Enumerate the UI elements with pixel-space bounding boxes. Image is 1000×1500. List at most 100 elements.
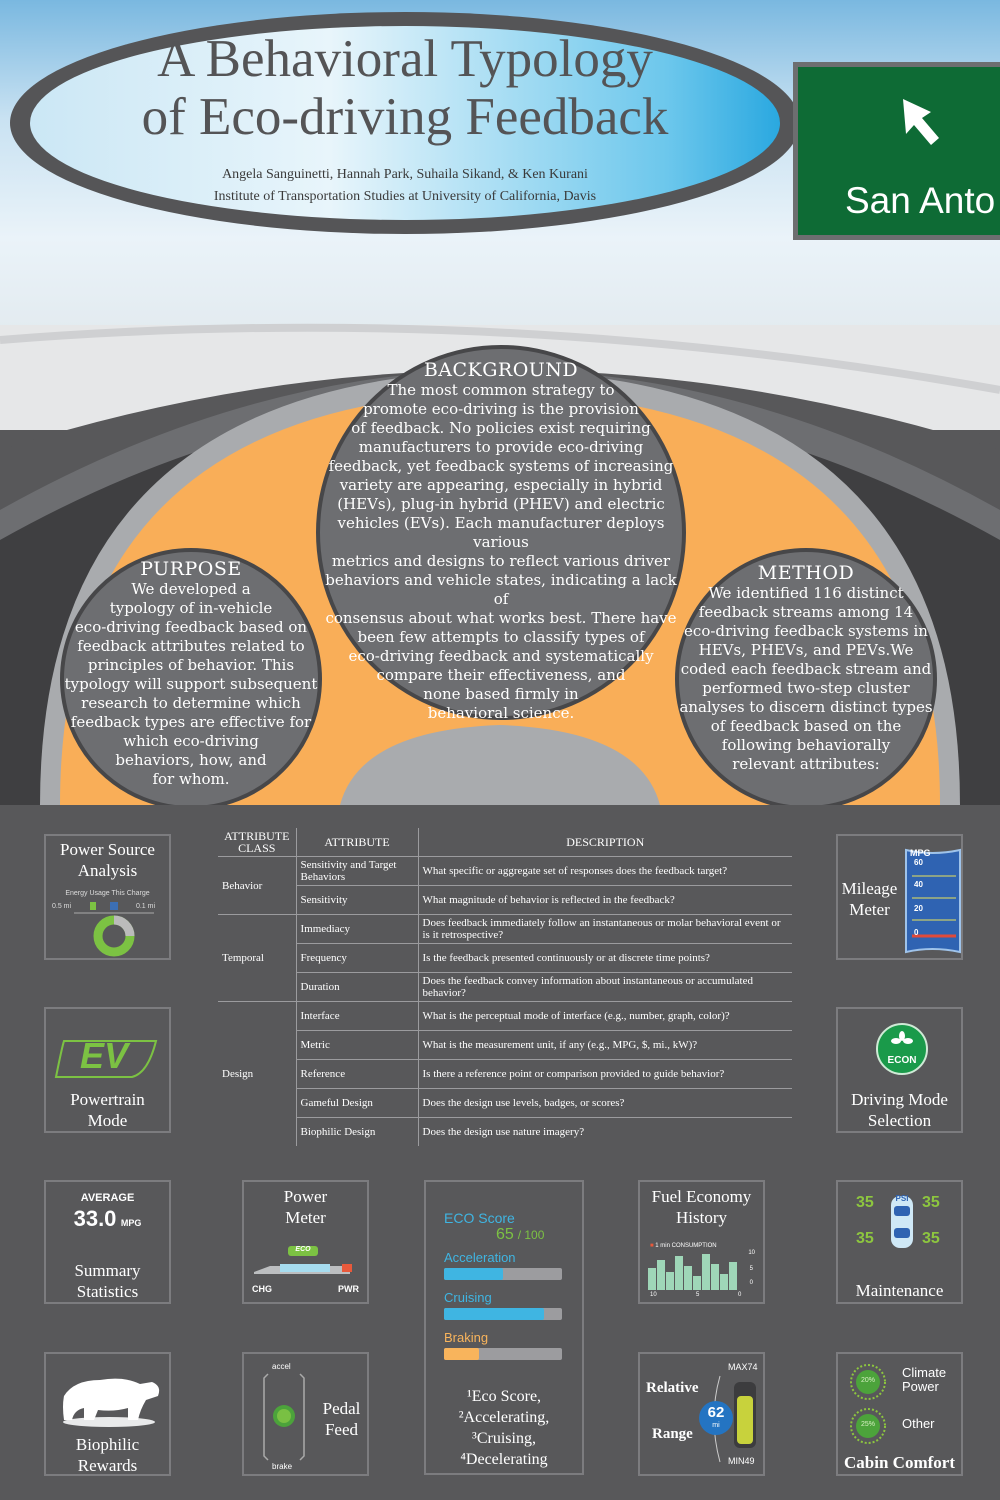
background-title: BACKGROUND bbox=[423, 359, 579, 381]
range-label-1: Relative bbox=[646, 1380, 699, 1396]
table-row: Temporal Immediacy Does feedback immediate… bbox=[218, 914, 792, 1002]
background-line: behavioral science. bbox=[427, 704, 575, 722]
tire-front-right: 35 bbox=[922, 1194, 940, 1211]
pedal-feed-panel: accel brake Pedal Feed bbox=[242, 1352, 369, 1476]
tire-front-left: 35 bbox=[856, 1194, 874, 1211]
highway-sign bbox=[793, 62, 1000, 240]
energy-left-value: 0.5 mi bbox=[52, 903, 72, 910]
header-description: DESCRIPTION bbox=[566, 835, 645, 849]
eco-score-bar-row: Acceleration bbox=[444, 1250, 568, 1290]
energy-right-value: 0.1 mi bbox=[135, 903, 155, 910]
power-meter-panel: Power Meter ECO CHG PWR bbox=[242, 1180, 369, 1304]
purpose-text: We developed a typology of in-vehicle eco-… bbox=[64, 580, 318, 789]
mpg-tick-60: 60 bbox=[914, 858, 923, 867]
purpose-line: feedback attributes related to bbox=[77, 637, 305, 655]
description-cell: Does feedback immediately follow an inst… bbox=[418, 914, 792, 944]
description-cell: Does the design use levels, badges, or s… bbox=[418, 1088, 792, 1118]
eco-score-bar-label: Cruising bbox=[444, 1290, 492, 1305]
description-cell: What magnitude of behavior is reflected … bbox=[418, 885, 792, 915]
background-line: consensus about what works best. There h… bbox=[325, 609, 677, 627]
method-title: METHOD bbox=[757, 562, 855, 584]
background-line: behaviors and vehicle states, indicating… bbox=[325, 571, 677, 608]
method-line: following behaviorally bbox=[721, 736, 891, 754]
background-line: (HEVs), plug-in hybrid (PHEV) and electr… bbox=[337, 495, 665, 513]
driving-mode-panel: ECON Driving Mode Selection bbox=[836, 1007, 963, 1133]
header-attribute: ATTRIBUTE bbox=[296, 828, 419, 857]
method-line: of feedback based on the bbox=[710, 717, 902, 735]
pwr-label: PWR bbox=[338, 1284, 359, 1294]
eco-score-bar-track bbox=[444, 1268, 562, 1280]
method-line: eco-driving feedback systems in bbox=[684, 622, 928, 640]
table-row: Duration Does the feedback convey informa… bbox=[218, 972, 792, 1002]
attribute-cell: Reference bbox=[296, 1059, 419, 1089]
method-line: HEVs, PHEVs, and PEVs.We bbox=[698, 641, 914, 659]
background-line: of feedback. No policies exist requiring bbox=[351, 419, 651, 437]
range-min: MIN49 bbox=[728, 1456, 755, 1466]
purpose-line: eco-driving feedback based on bbox=[74, 618, 308, 636]
table-row: Metric What is the measurement unit, if a… bbox=[218, 1030, 792, 1060]
purpose-line: which eco-driving bbox=[123, 732, 259, 750]
econ-leaf-icon bbox=[876, 1023, 928, 1075]
attribute-cell: Sensitivity bbox=[296, 885, 419, 915]
power-source-panel: Power Source Analysis Energy Usage This … bbox=[44, 834, 171, 960]
purpose-line: typology will support subsequent bbox=[64, 675, 318, 693]
cabin-dial-icons bbox=[850, 1364, 886, 1444]
attribute-table-wrapper: ATTRIBUTE CLASS ATTRIBUTE DESCRIPTION Be… bbox=[218, 828, 792, 1146]
attribute-class-cell: Behavior bbox=[218, 856, 297, 915]
eco-caption-line: ³Cruising, bbox=[472, 1430, 536, 1447]
fuel-y-tick-0: 0 bbox=[749, 1280, 753, 1286]
background-line: eco-driving feedback and systematically bbox=[348, 647, 654, 665]
background-line: metrics and designs to reflect various d… bbox=[331, 552, 671, 570]
description-cell: Is the feedback presented continuously o… bbox=[418, 943, 792, 973]
table-row: Sensitivity What magnitude of behavior is… bbox=[218, 885, 792, 915]
pedal-brake-label: brake bbox=[272, 1462, 293, 1471]
psi-badge: PSI bbox=[895, 1194, 909, 1203]
header-attribute-class: ATTRIBUTE CLASS bbox=[218, 828, 297, 857]
purpose-line: typology of in-vehicle bbox=[109, 599, 273, 617]
eco-score-bar-label: Acceleration bbox=[444, 1250, 516, 1265]
biophilic-panel: Biophilic Rewards bbox=[44, 1352, 171, 1476]
description-cell: What is the perceptual mode of interface… bbox=[418, 1001, 792, 1031]
fuel-economy-history-panel: Fuel Economy History ■ 1 min CONSUMPTION… bbox=[638, 1180, 765, 1304]
eco-score-bar-fill bbox=[444, 1348, 479, 1360]
arrow-up-left-icon bbox=[903, 99, 939, 145]
powertrain-label: Powertrain Mode bbox=[70, 1090, 145, 1130]
power-source-label: Power Source Analysis bbox=[60, 840, 155, 880]
description-cell: What is the measurement unit, if any (e.… bbox=[418, 1030, 792, 1060]
purpose-line: principles of behavior. This bbox=[87, 656, 295, 674]
car-top-view-icon bbox=[891, 1196, 913, 1248]
purpose-line: research to determine which bbox=[81, 694, 301, 712]
method-line: We identified 116 distinct bbox=[708, 584, 904, 602]
sign-text: San Anto bbox=[845, 180, 996, 221]
background-line: promote eco-driving is the provision bbox=[363, 400, 639, 418]
cabin-comfort-label: Cabin Comfort bbox=[844, 1453, 955, 1472]
table-row: Frequency Is the feedback presented conti… bbox=[218, 943, 792, 973]
purpose-line: We developed a bbox=[131, 580, 251, 598]
background-line: variety are appearing, especially in hyb… bbox=[339, 476, 663, 494]
pedal-feed-label: Pedal Feed bbox=[322, 1399, 361, 1439]
range-unit: mi bbox=[712, 1422, 720, 1429]
relative-range-panel: Relative Range 62 mi MAX74 MIN49 bbox=[638, 1352, 765, 1476]
method-line: performed two-step cluster bbox=[702, 679, 910, 697]
eco-caption-line: ²Accelerating, bbox=[458, 1409, 550, 1426]
range-value: 62 bbox=[707, 1404, 725, 1421]
power-meter-gauge-icon bbox=[254, 1246, 352, 1274]
table-row: Biophilic Design Does the design use natu… bbox=[218, 1117, 792, 1146]
driving-mode-label: Driving Mode Selection bbox=[851, 1090, 948, 1130]
mileage-gauge-icon bbox=[905, 848, 961, 954]
econ-badge-text: ECON bbox=[887, 1055, 917, 1066]
table-row: Reference Is there a reference point or c… bbox=[218, 1059, 792, 1089]
fuel-x-tick-5: 5 bbox=[696, 1292, 700, 1298]
eco-score-bar-label: Braking bbox=[444, 1330, 489, 1345]
background-line: none based firmly in bbox=[423, 685, 579, 703]
table-row: Gameful Design Does the design use levels… bbox=[218, 1088, 792, 1118]
range-label-2: Range bbox=[652, 1426, 693, 1442]
average-heading: AVERAGE bbox=[80, 1192, 135, 1204]
range-battery-icon bbox=[699, 1375, 756, 1463]
tire-rear-left: 35 bbox=[856, 1230, 874, 1247]
eco-score-value: 65 / 100 bbox=[496, 1226, 545, 1243]
energy-donut-icon bbox=[74, 902, 154, 957]
attribute-cell: Immediacy bbox=[296, 914, 419, 944]
authors: Angela Sanguinetti, Hannah Park, Suhaila… bbox=[222, 167, 588, 182]
